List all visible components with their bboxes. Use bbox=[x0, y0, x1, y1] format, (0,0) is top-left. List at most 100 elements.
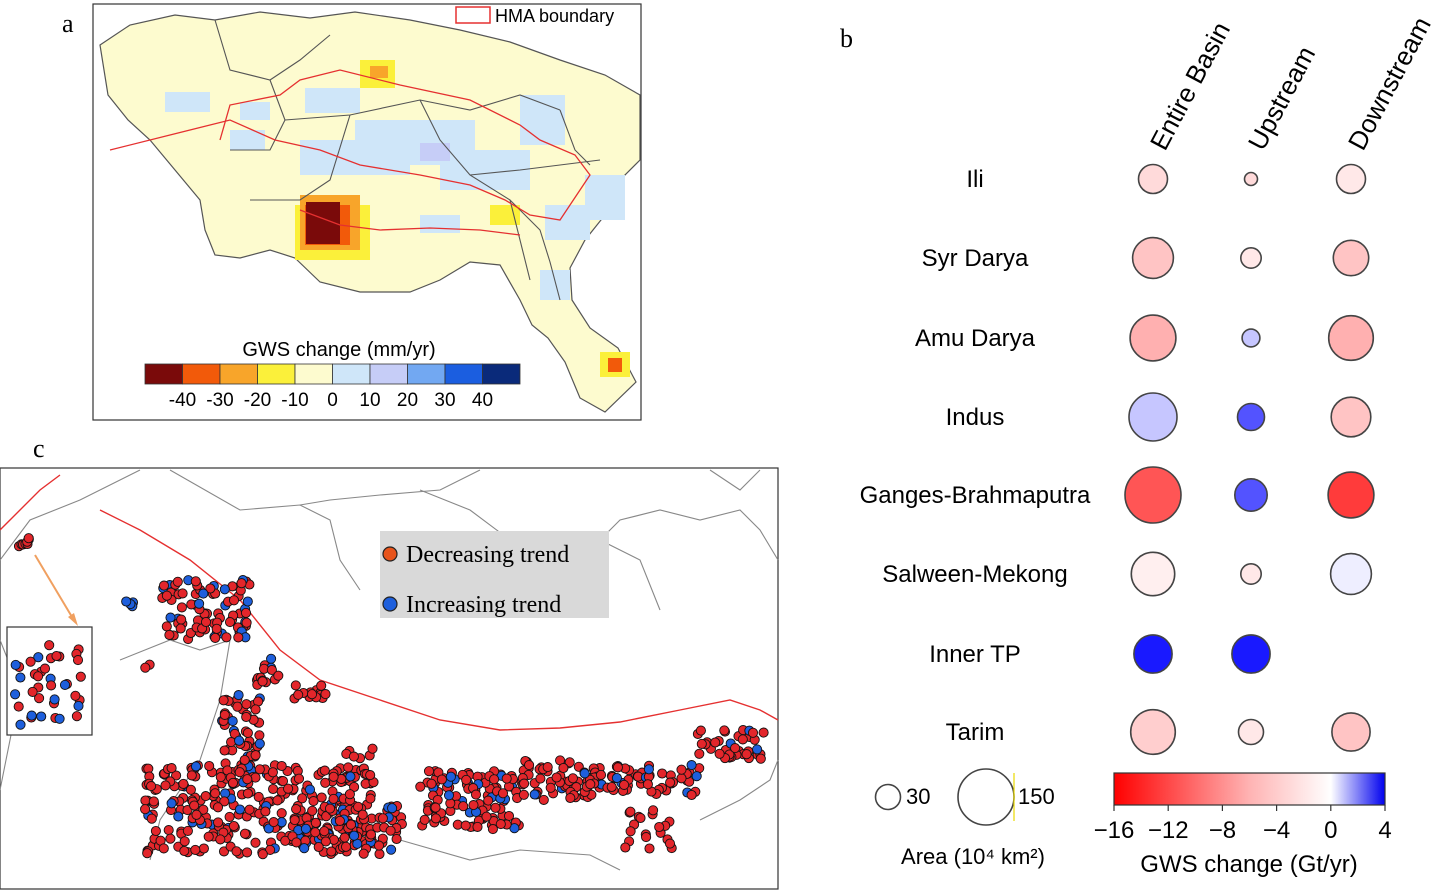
well-point bbox=[291, 837, 302, 848]
well-point bbox=[240, 607, 252, 618]
gws-colorbar-title: GWS change (Gt/yr) bbox=[1140, 851, 1357, 878]
bubble bbox=[1331, 712, 1371, 752]
well-point bbox=[213, 817, 224, 828]
panel-b-letter: b bbox=[840, 24, 853, 53]
well-point bbox=[365, 770, 376, 781]
well-point bbox=[545, 782, 556, 793]
well-point bbox=[625, 806, 636, 817]
bubble bbox=[1327, 471, 1375, 519]
row-label: Indus bbox=[946, 404, 1005, 431]
well-point bbox=[265, 844, 276, 855]
bubble bbox=[1129, 314, 1177, 362]
row-labels: Ili Syr Darya Amu Darya Indus Ganges-Brahmap… bbox=[860, 166, 1091, 746]
well-point bbox=[221, 632, 232, 643]
well-point bbox=[625, 826, 636, 837]
bubble bbox=[1237, 718, 1265, 746]
column-header: Entire Basin bbox=[1144, 17, 1236, 155]
trend-legend: Decreasing trend Increasing trend bbox=[380, 531, 609, 618]
well-point bbox=[268, 817, 279, 828]
well-point bbox=[190, 576, 201, 587]
well-point bbox=[501, 773, 512, 784]
well-point bbox=[190, 761, 202, 772]
well-point bbox=[619, 779, 630, 790]
colorbar-a-title: GWS change (mm/yr) bbox=[242, 339, 435, 361]
well-point bbox=[210, 632, 221, 643]
hma-legend: HMA boundary bbox=[455, 6, 614, 26]
well-point bbox=[177, 588, 188, 599]
bubble bbox=[1124, 466, 1182, 524]
well-point bbox=[348, 751, 359, 762]
well-point bbox=[320, 777, 331, 788]
well-point bbox=[198, 588, 209, 599]
colorbar-a-tick-label: 10 bbox=[359, 390, 380, 411]
well-point bbox=[15, 672, 26, 683]
well-point bbox=[175, 623, 186, 634]
well-point bbox=[328, 771, 339, 782]
well-point bbox=[250, 750, 261, 761]
column-headers: Entire Basin Upstream Downstream bbox=[1144, 12, 1437, 155]
well-point bbox=[227, 777, 239, 788]
well-point bbox=[344, 789, 355, 800]
well-point bbox=[595, 769, 607, 780]
well-point bbox=[551, 772, 562, 783]
hma-boundary-c bbox=[0, 474, 779, 731]
well-point bbox=[445, 771, 456, 782]
colorbar-a-cell bbox=[332, 363, 371, 385]
well-point bbox=[146, 781, 157, 792]
well-point bbox=[190, 844, 201, 855]
well-point bbox=[244, 804, 255, 815]
well-point bbox=[239, 754, 250, 766]
bubble bbox=[1335, 163, 1367, 195]
well-point bbox=[36, 711, 47, 722]
well-point bbox=[148, 796, 159, 807]
well-point bbox=[242, 774, 253, 785]
well-point bbox=[340, 841, 352, 852]
well-point bbox=[212, 802, 224, 813]
well-point bbox=[146, 813, 157, 824]
bubble-grid bbox=[1124, 163, 1375, 756]
well-point bbox=[644, 843, 655, 854]
well-point bbox=[242, 596, 253, 607]
row-label: Ganges-Brahmaputra bbox=[860, 482, 1091, 509]
well-point bbox=[254, 764, 265, 775]
well-point bbox=[165, 612, 176, 623]
well-point bbox=[219, 584, 230, 595]
well-point bbox=[585, 779, 596, 790]
well-point bbox=[227, 716, 238, 727]
colorbar-a-cells bbox=[144, 363, 521, 385]
well-point bbox=[642, 779, 653, 790]
colorbar-a-tick-label: 30 bbox=[434, 390, 455, 411]
well-point bbox=[219, 745, 230, 756]
well-point bbox=[13, 701, 24, 712]
well-point bbox=[423, 766, 435, 777]
well-point bbox=[210, 788, 221, 799]
panel-c: c Decreasing trend Increas bbox=[0, 434, 779, 890]
map-negative-patches bbox=[295, 60, 630, 377]
well-point bbox=[54, 713, 65, 724]
well-point bbox=[611, 772, 622, 784]
well-point bbox=[266, 653, 277, 664]
well-point bbox=[307, 805, 318, 816]
gws-colorbar-tick-label: −4 bbox=[1263, 817, 1290, 844]
well-point bbox=[194, 598, 205, 609]
well-point bbox=[185, 784, 196, 795]
well-point bbox=[676, 773, 687, 784]
inset-arrow bbox=[34, 554, 76, 623]
row-label: Syr Darya bbox=[922, 245, 1029, 272]
well-point bbox=[686, 789, 697, 801]
bubble bbox=[1128, 392, 1178, 442]
gws-colorbar-tick-label: −16 bbox=[1094, 817, 1135, 844]
well-point bbox=[565, 792, 576, 804]
well-point bbox=[205, 583, 216, 594]
well-point bbox=[648, 805, 659, 816]
well-point bbox=[140, 795, 151, 806]
well-point bbox=[173, 811, 184, 822]
well-point bbox=[142, 848, 153, 859]
well-point bbox=[273, 670, 284, 681]
well-point bbox=[228, 595, 240, 606]
well-point bbox=[166, 798, 177, 809]
well-point bbox=[289, 815, 300, 826]
well-point bbox=[696, 738, 707, 749]
well-point bbox=[490, 802, 501, 813]
column-header: Upstream bbox=[1242, 41, 1321, 155]
